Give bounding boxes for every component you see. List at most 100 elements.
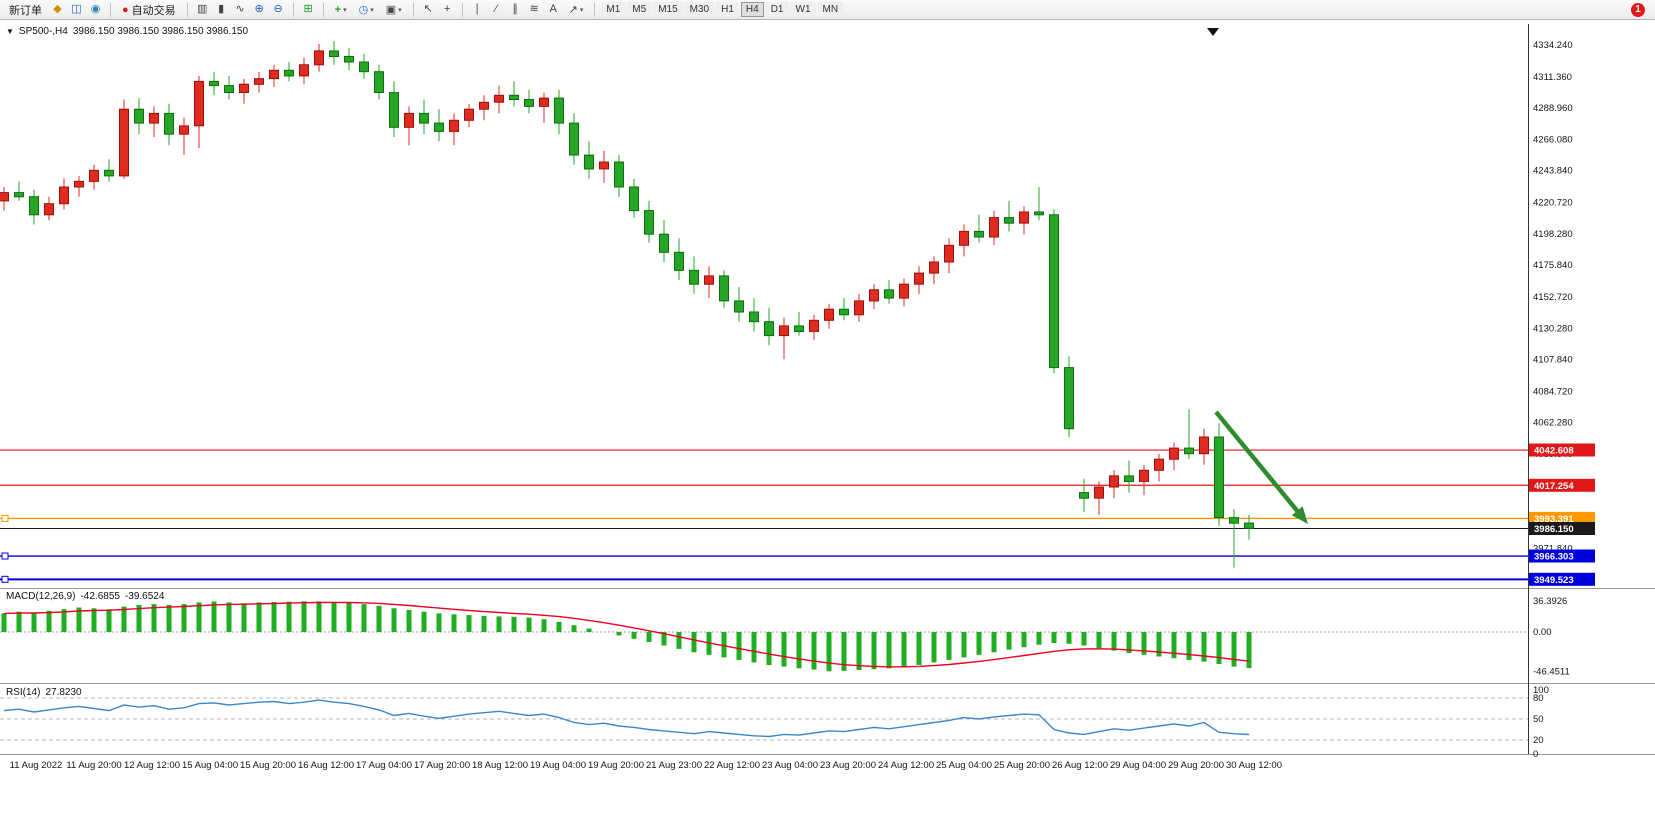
candle-body [344, 55, 354, 63]
candle-body [1079, 492, 1089, 499]
candle-body [239, 83, 249, 93]
candle-body [929, 261, 939, 274]
vertical-line-tool-icon[interactable]: ∣ [474, 3, 480, 15]
candle-body [359, 61, 369, 73]
candle-body [104, 169, 114, 177]
timeframe-h4[interactable]: H4 [740, 2, 764, 17]
candle-body [119, 108, 129, 177]
toolbar-separator [292, 2, 294, 17]
zoom-out-icon[interactable]: ⊖ [273, 3, 283, 15]
price-level-lines [0, 449, 1528, 583]
macd-signal-value: -39.6524 [124, 591, 165, 602]
candle-body [779, 325, 789, 337]
candle-body [764, 321, 774, 337]
crosshair-icon[interactable]: + [443, 3, 451, 15]
candle-body [869, 289, 879, 302]
timeframe-m30[interactable]: M30 [684, 2, 715, 17]
zoom-in-icon[interactable]: ⊕ [254, 3, 264, 15]
time-axis-label: 12 Aug 12:00 [124, 760, 180, 771]
time-axis-label: 11 Aug 2022 [10, 760, 63, 771]
fibonacci-tool-icon[interactable]: ≋ [529, 3, 539, 15]
price-level-badge [1529, 443, 1595, 457]
new-order-button[interactable]: 新订单 [4, 1, 47, 18]
text-tool-icon[interactable]: A [549, 3, 557, 15]
chart-area: 4334.240 4311.360 4288.960 4266.080 4243.840… [0, 20, 1655, 818]
candle-body [479, 101, 489, 110]
tile-windows-icon[interactable]: ⊞ [303, 3, 313, 15]
rsi-indicator-label: RSI(14) 27.8230 [6, 687, 82, 698]
cursor-icon[interactable]: ↖ [423, 3, 433, 15]
candle-body [419, 112, 429, 124]
candle-body [629, 186, 639, 212]
macd-histogram [1, 601, 1252, 672]
time-axis-label: 18 Aug 12:00 [472, 760, 528, 771]
price-axis[interactable]: 4334.240 4311.360 4288.960 4266.080 4243.840… [1533, 40, 1573, 554]
candle-body [254, 78, 264, 85]
timeframe-m15[interactable]: M15 [653, 2, 683, 17]
candle-body [1124, 475, 1134, 482]
line-handle[interactable] [1, 552, 9, 560]
period-button[interactable]: ◷ ▾ [354, 1, 379, 18]
rsi-axis-label: 20 [1533, 735, 1544, 746]
trendline-tool-icon[interactable]: ∕ [495, 3, 498, 15]
chart-canvas[interactable]: 4334.240 4311.360 4288.960 4266.080 4243.840… [0, 20, 1655, 818]
price-axis-label: 3971.840 [1533, 543, 1573, 554]
candle-body [494, 94, 504, 103]
price-level-badge [1529, 511, 1595, 525]
notification-badge[interactable]: 1 [1631, 2, 1645, 17]
time-axis[interactable]: 11 Aug 2022 11 Aug 20:00 12 Aug 12:00 15 Au… [10, 760, 1282, 771]
candle-body [644, 210, 654, 235]
time-axis-label: 19 Aug 20:00 [588, 760, 644, 771]
timeframe-h1[interactable]: H1 [716, 2, 739, 17]
price-axis-label: 4084.720 [1533, 387, 1573, 398]
camera-icon: ▣ [385, 4, 397, 16]
candle-body [74, 180, 84, 188]
candle-body [1244, 522, 1254, 529]
candle-body [284, 69, 294, 77]
bar-chart-type-icon[interactable]: ▥ [196, 3, 208, 15]
candle-body [314, 50, 324, 66]
price-axis-label: 4130.280 [1533, 323, 1573, 334]
time-axis-label: 11 Aug 20:00 [66, 760, 121, 771]
collapse-chart-icon[interactable]: ▼ [6, 27, 14, 36]
timeframe-m1[interactable]: M1 [601, 2, 626, 17]
line-handle[interactable] [1, 575, 9, 583]
timeframe-mn[interactable]: MN [817, 2, 844, 17]
candle-body [554, 97, 564, 124]
timeframe-w1[interactable]: W1 [790, 2, 816, 17]
indicators-icon: + [334, 3, 342, 16]
toolbar-separator [461, 2, 463, 17]
chart-window-icon[interactable]: ◫ [71, 3, 82, 15]
candle-body [449, 119, 459, 132]
price-axis-label: 4334.240 [1533, 40, 1573, 51]
rsi-value: 27.8230 [45, 687, 82, 698]
time-axis-label: 30 Aug 12:00 [1226, 760, 1282, 771]
price-axis-label: 4107.840 [1533, 354, 1573, 365]
arrow-objects-button[interactable]: ↗ ▾ [564, 1, 589, 18]
profile-icon[interactable]: ◉ [90, 3, 101, 15]
candle-body [719, 275, 729, 302]
toolbar-separator [412, 2, 414, 17]
timeframe-d1[interactable]: D1 [765, 2, 789, 17]
candle-body [1229, 517, 1239, 524]
timeframe-m5[interactable]: M5 [627, 2, 652, 17]
price-badge-label: 3993.391 [1534, 514, 1574, 525]
auto-trading-button[interactable]: ● 自动交易 [117, 1, 181, 18]
indicators-button[interactable]: + ▾ [330, 1, 352, 18]
order-ticket-icon[interactable]: ◆ [53, 3, 62, 15]
line-chart-type-icon[interactable]: ∿ [235, 3, 245, 15]
candlestick-type-icon[interactable]: ▮ [218, 3, 225, 15]
candle-body [224, 85, 234, 93]
line-handle[interactable] [1, 514, 9, 522]
template-button[interactable]: ▣ ▾ [381, 1, 407, 18]
channel-tool-icon[interactable]: ∥ [512, 3, 518, 15]
candle-body [1034, 211, 1044, 216]
candle-body [599, 161, 609, 170]
candle-body [59, 186, 69, 205]
trend-arrow[interactable] [1214, 410, 1304, 518]
dropdown-arrow-icon: ▾ [398, 6, 402, 14]
dropdown-arrow-icon: ▾ [579, 6, 584, 14]
macd-name: MACD(12,26,9) [6, 591, 76, 602]
candle-body [194, 80, 204, 127]
candle-body [209, 80, 219, 87]
